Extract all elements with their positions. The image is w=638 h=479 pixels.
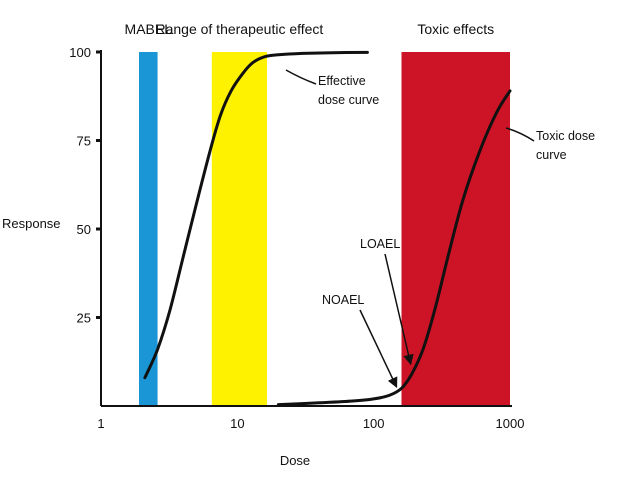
axes: 25 50 75 100 1 10 100 1000 — [69, 45, 524, 431]
y-tick-label: 50 — [77, 222, 91, 237]
y-tick-label: 25 — [77, 311, 91, 326]
y-axis-title: Response — [2, 216, 61, 231]
curves — [143, 50, 512, 407]
chart-labels: MABEL Range of therapeutic effect Toxic … — [2, 21, 595, 468]
noael-arrow — [359, 309, 398, 389]
band-label-mabel: MABEL — [125, 21, 173, 37]
effective-dose-curve — [143, 50, 369, 380]
effective-curve-leader — [285, 69, 317, 85]
effective-curve-label-line-2: dose curve — [318, 93, 379, 107]
band-therapeutic-range — [211, 52, 267, 406]
x-tick-label: 100 — [363, 416, 385, 431]
band-label-therapeutic-range: Range of therapeutic effect — [155, 21, 323, 37]
x-axis-title: Dose — [280, 453, 310, 468]
x-tick-label: 1 — [97, 416, 104, 431]
x-tick-label: 1000 — [496, 416, 525, 431]
band-label-toxic-effects: Toxic effects — [417, 21, 494, 37]
toxic-curve-leader — [505, 127, 535, 142]
y-tick-label: 75 — [77, 134, 91, 149]
band-mabel — [139, 52, 158, 406]
loael-arrow — [384, 253, 414, 366]
toxic-curve-label-line-2: curve — [536, 148, 567, 162]
y-tick-label: 100 — [69, 45, 91, 60]
toxic-curve-label-line-1: Toxic dose — [536, 129, 595, 143]
toxic-dose-curve — [276, 89, 512, 407]
x-tick-label: 10 — [230, 416, 244, 431]
noael-label: NOAEL — [322, 293, 364, 307]
loael-label: LOAEL — [360, 237, 400, 251]
effective-curve-label-line-1: Effective — [318, 74, 366, 88]
